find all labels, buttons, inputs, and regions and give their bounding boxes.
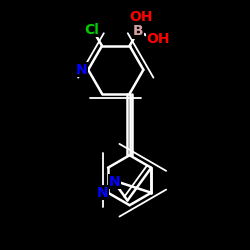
Text: N: N [97, 186, 108, 200]
Text: OH: OH [130, 10, 153, 24]
Text: OH: OH [146, 32, 170, 46]
Text: N: N [76, 63, 88, 77]
Text: N: N [108, 174, 120, 188]
Text: Cl: Cl [85, 23, 100, 37]
Text: B: B [133, 24, 143, 38]
